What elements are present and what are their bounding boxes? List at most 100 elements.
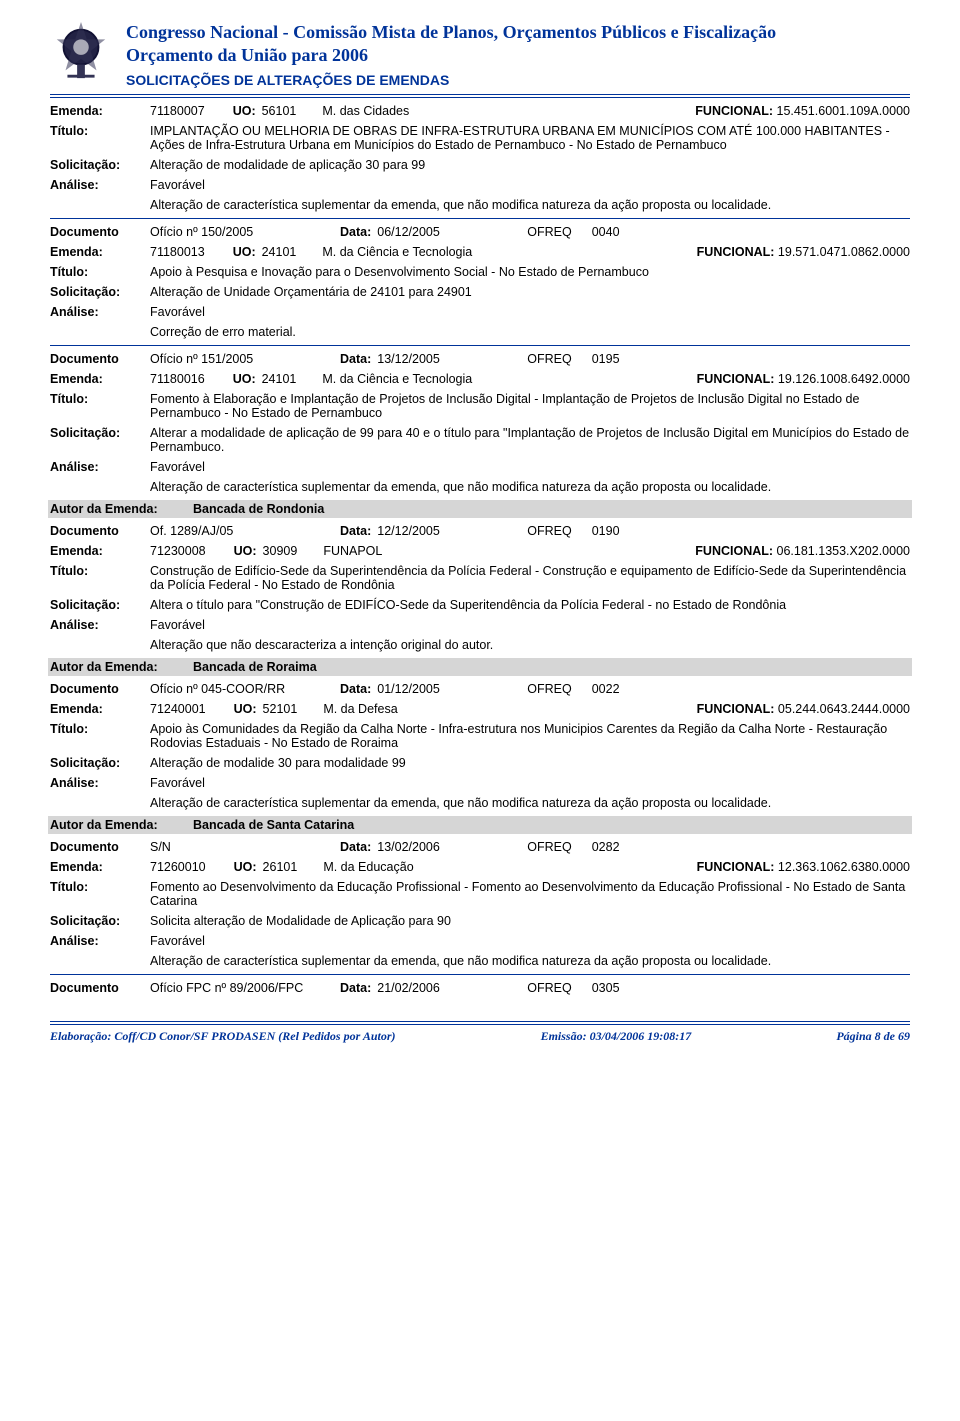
section-divider	[50, 218, 910, 219]
autor-label: Autor da Emenda:	[48, 502, 193, 516]
ofreq-num: 0195	[592, 352, 620, 366]
emenda-label: Emenda:	[50, 245, 150, 259]
emenda-label: Emenda:	[50, 372, 150, 386]
uo-code: 52101	[263, 702, 298, 716]
field-value: Apoio à Pesquisa e Inovação para o Desen…	[150, 265, 910, 279]
footer-right: Página 8 de 69	[836, 1029, 910, 1044]
field-value: Construção de Edifício-Sede da Superinte…	[150, 564, 910, 592]
field-label: Análise:	[50, 460, 150, 474]
funcional-code: 15.451.6001.109A.0000	[777, 104, 910, 118]
emenda-num: 71180016	[150, 372, 205, 386]
documento-data: 01/12/2005	[377, 682, 497, 696]
field-label: Título:	[50, 265, 150, 279]
documento-data: 13/12/2005	[377, 352, 497, 366]
uo-code: 24101	[262, 245, 297, 259]
funcional-label: FUNCIONAL:	[695, 104, 773, 118]
field-value: Solicita alteração de Modalidade de Apli…	[150, 914, 910, 928]
sections-container: Emenda: 71180007 UO: 56101 M. das Cidades FUN…	[50, 104, 910, 995]
uo-code: 24101	[262, 372, 297, 386]
header-title-line1: Congresso Nacional - Comissão Mista de P…	[126, 22, 910, 43]
uo-name: M. da Defesa	[323, 702, 397, 716]
analise-desc: Alteração que não descaracteriza a inten…	[150, 638, 910, 652]
analise-desc: Alteração de característica suplementar …	[150, 198, 910, 212]
funcional-code: 06.181.1353.X202.0000	[777, 544, 910, 558]
field-label: Título:	[50, 124, 150, 138]
header-divider	[50, 94, 910, 98]
ofreq-label: OFREQ	[527, 981, 571, 995]
field-value: Apoio às Comunidades da Região da Calha …	[150, 722, 910, 750]
field-value: Favorável	[150, 305, 910, 319]
funcional-code: 19.126.1008.6492.0000	[778, 372, 910, 386]
field-value: Alteração de Unidade Orçamentária de 241…	[150, 285, 910, 299]
documento-id: Of. 1289/AJ/05	[150, 524, 340, 538]
data-label: Data:	[340, 524, 371, 538]
field-label: Solicitação:	[50, 914, 150, 928]
field-label: Solicitação:	[50, 598, 150, 612]
field-value: Favorável	[150, 776, 910, 790]
ofreq-label: OFREQ	[527, 682, 571, 696]
uo-name: M. das Cidades	[322, 104, 409, 118]
field-label: Solicitação:	[50, 158, 150, 172]
field-value: Alteração de modalide 30 para modalidade…	[150, 756, 910, 770]
emenda-num: 71180013	[150, 245, 205, 259]
emenda-label: Emenda:	[50, 702, 150, 716]
field-value: Alteração de modalidade de aplicação 30 …	[150, 158, 910, 172]
autor-label: Autor da Emenda:	[48, 660, 193, 674]
section-divider	[50, 974, 910, 975]
documento-label: Documento	[50, 524, 150, 538]
ofreq-label: OFREQ	[527, 225, 571, 239]
field-label: Análise:	[50, 305, 150, 319]
analise-desc: Correção de erro material.	[150, 325, 910, 339]
uo-name: M. da Ciência e Tecnologia	[322, 372, 472, 386]
uo-name: M. da Ciência e Tecnologia	[322, 245, 472, 259]
emenda-num: 71180007	[150, 104, 205, 118]
field-value: Favorável	[150, 934, 910, 948]
funcional-label: FUNCIONAL:	[697, 860, 775, 874]
data-label: Data:	[340, 225, 371, 239]
documento-id: Ofício FPC nº 89/2006/FPC	[150, 981, 340, 995]
national-emblem-icon	[50, 20, 112, 82]
documento-label: Documento	[50, 682, 150, 696]
funcional-code: 19.571.0471.0862.0000	[778, 245, 910, 259]
documento-label: Documento	[50, 840, 150, 854]
documento-label: Documento	[50, 981, 150, 995]
page-footer: Elaboração: Coff/CD Conor/SF PRODASEN (R…	[50, 1029, 910, 1044]
field-value: IMPLANTAÇÃO OU MELHORIA DE OBRAS DE INFR…	[150, 124, 910, 152]
documento-id: S/N	[150, 840, 340, 854]
field-label: Solicitação:	[50, 426, 150, 440]
ofreq-num: 0282	[592, 840, 620, 854]
uo-label: UO:	[233, 104, 256, 118]
data-label: Data:	[340, 682, 371, 696]
field-value: Altera o título para "Construção de EDIF…	[150, 598, 910, 612]
uo-code: 26101	[263, 860, 298, 874]
footer-divider	[50, 1021, 910, 1025]
ofreq-num: 0305	[592, 981, 620, 995]
field-label: Análise:	[50, 776, 150, 790]
ofreq-num: 0040	[592, 225, 620, 239]
funcional-label: FUNCIONAL:	[697, 245, 775, 259]
footer-mid: Emissão: 03/04/2006 19:08:17	[541, 1029, 692, 1044]
page-header: Congresso Nacional - Comissão Mista de P…	[50, 20, 910, 88]
field-label: Título:	[50, 722, 150, 736]
field-label: Análise:	[50, 178, 150, 192]
uo-code: 56101	[262, 104, 297, 118]
field-label: Título:	[50, 564, 150, 578]
funcional-code: 12.363.1062.6380.0000	[778, 860, 910, 874]
footer-left: Elaboração: Coff/CD Conor/SF PRODASEN (R…	[50, 1029, 396, 1044]
section-divider	[50, 345, 910, 346]
emenda-num: 71260010	[150, 860, 206, 874]
funcional-code: 05.244.0643.2444.0000	[778, 702, 910, 716]
analise-desc: Alteração de característica suplementar …	[150, 480, 910, 494]
field-label: Título:	[50, 392, 150, 406]
analise-desc: Alteração de característica suplementar …	[150, 796, 910, 810]
uo-label: UO:	[234, 702, 257, 716]
documento-data: 06/12/2005	[377, 225, 497, 239]
data-label: Data:	[340, 981, 371, 995]
uo-name: FUNAPOL	[323, 544, 382, 558]
ofreq-num: 0190	[592, 524, 620, 538]
field-label: Solicitação:	[50, 285, 150, 299]
ofreq-label: OFREQ	[527, 352, 571, 366]
emenda-label: Emenda:	[50, 544, 150, 558]
documento-label: Documento	[50, 352, 150, 366]
autor-name: Bancada de Roraima	[193, 660, 317, 674]
